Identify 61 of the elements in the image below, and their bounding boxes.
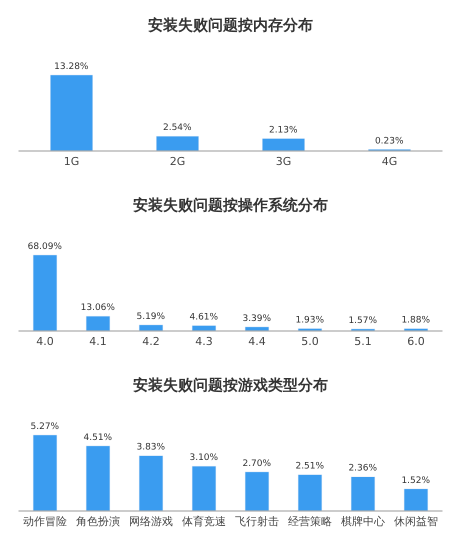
x-tick-label: 3G: [276, 154, 292, 168]
x-tick-label: 5.1: [354, 334, 372, 348]
bar: [86, 446, 110, 511]
bar: [192, 466, 216, 511]
x-tick-label: 动作冒险: [23, 514, 68, 528]
x-tick-label: 4.1: [89, 334, 107, 348]
x-tick-label: 5.0: [301, 334, 319, 348]
data-label: 2.54%: [162, 123, 192, 134]
bar: [298, 328, 322, 331]
bar: [298, 474, 322, 511]
x-tick-label: 4G: [382, 154, 398, 168]
data-label: 1.52%: [401, 476, 430, 486]
chart-title: 安装失败问题按游戏类型分布: [133, 376, 328, 394]
data-label: 2.13%: [268, 125, 298, 136]
data-label: 13.28%: [54, 62, 89, 72]
data-label: 0.23%: [374, 136, 404, 146]
x-tick-label: 2G: [170, 154, 186, 168]
data-label: 4.51%: [84, 432, 113, 443]
x-tick-label: 4.4: [248, 334, 266, 348]
x-tick-label: 4.0: [36, 334, 54, 348]
x-tick-label: 棋牌中心: [340, 514, 385, 528]
data-label: 3.83%: [136, 442, 166, 453]
bar: [192, 325, 216, 331]
data-label: 2.36%: [348, 464, 378, 474]
bar: [138, 455, 164, 511]
x-tick-label: 1G: [64, 154, 80, 168]
data-label: 13.06%: [80, 303, 116, 314]
chart-title: 安装失败问题按操作系统分布: [133, 196, 328, 214]
x-tick-label: 6.0: [407, 334, 425, 348]
data-label: 4.61%: [189, 312, 219, 323]
bar: [86, 316, 110, 331]
bar: [138, 324, 164, 331]
data-label: 5.19%: [136, 312, 166, 322]
x-tick-label: 角色扮演: [76, 514, 120, 528]
bar: [156, 136, 199, 151]
bar: [404, 488, 428, 511]
data-label: 3.10%: [189, 453, 219, 464]
x-tick-label: 4.3: [195, 334, 213, 348]
bar: [262, 138, 305, 151]
data-label: 1.57%: [348, 316, 378, 326]
data-label: 5.27%: [30, 422, 60, 432]
x-tick-label: 经营策略: [288, 514, 332, 528]
bar: [244, 326, 270, 331]
bar: [32, 254, 58, 331]
x-tick-label: 体育竞速: [182, 514, 226, 528]
x-tick-label: 4.2: [142, 334, 160, 348]
bar: [32, 434, 58, 511]
data-label: 2.51%: [295, 462, 325, 472]
data-label: 1.93%: [295, 315, 325, 326]
data-label: 2.70%: [242, 458, 272, 469]
data-label: 68.09%: [28, 242, 62, 252]
bar: [244, 472, 270, 511]
bar: [404, 328, 428, 331]
x-tick-label: 网络游戏: [129, 514, 174, 528]
x-tick-label: 飞行射击: [235, 514, 279, 528]
bar: [50, 74, 93, 151]
chart-title: 安装失败问题按内存分布: [148, 16, 313, 34]
data-label: 1.88%: [401, 316, 430, 326]
bar: [350, 476, 376, 511]
x-tick-label: 休闲益智: [394, 514, 438, 528]
data-label: 3.39%: [242, 314, 272, 324]
